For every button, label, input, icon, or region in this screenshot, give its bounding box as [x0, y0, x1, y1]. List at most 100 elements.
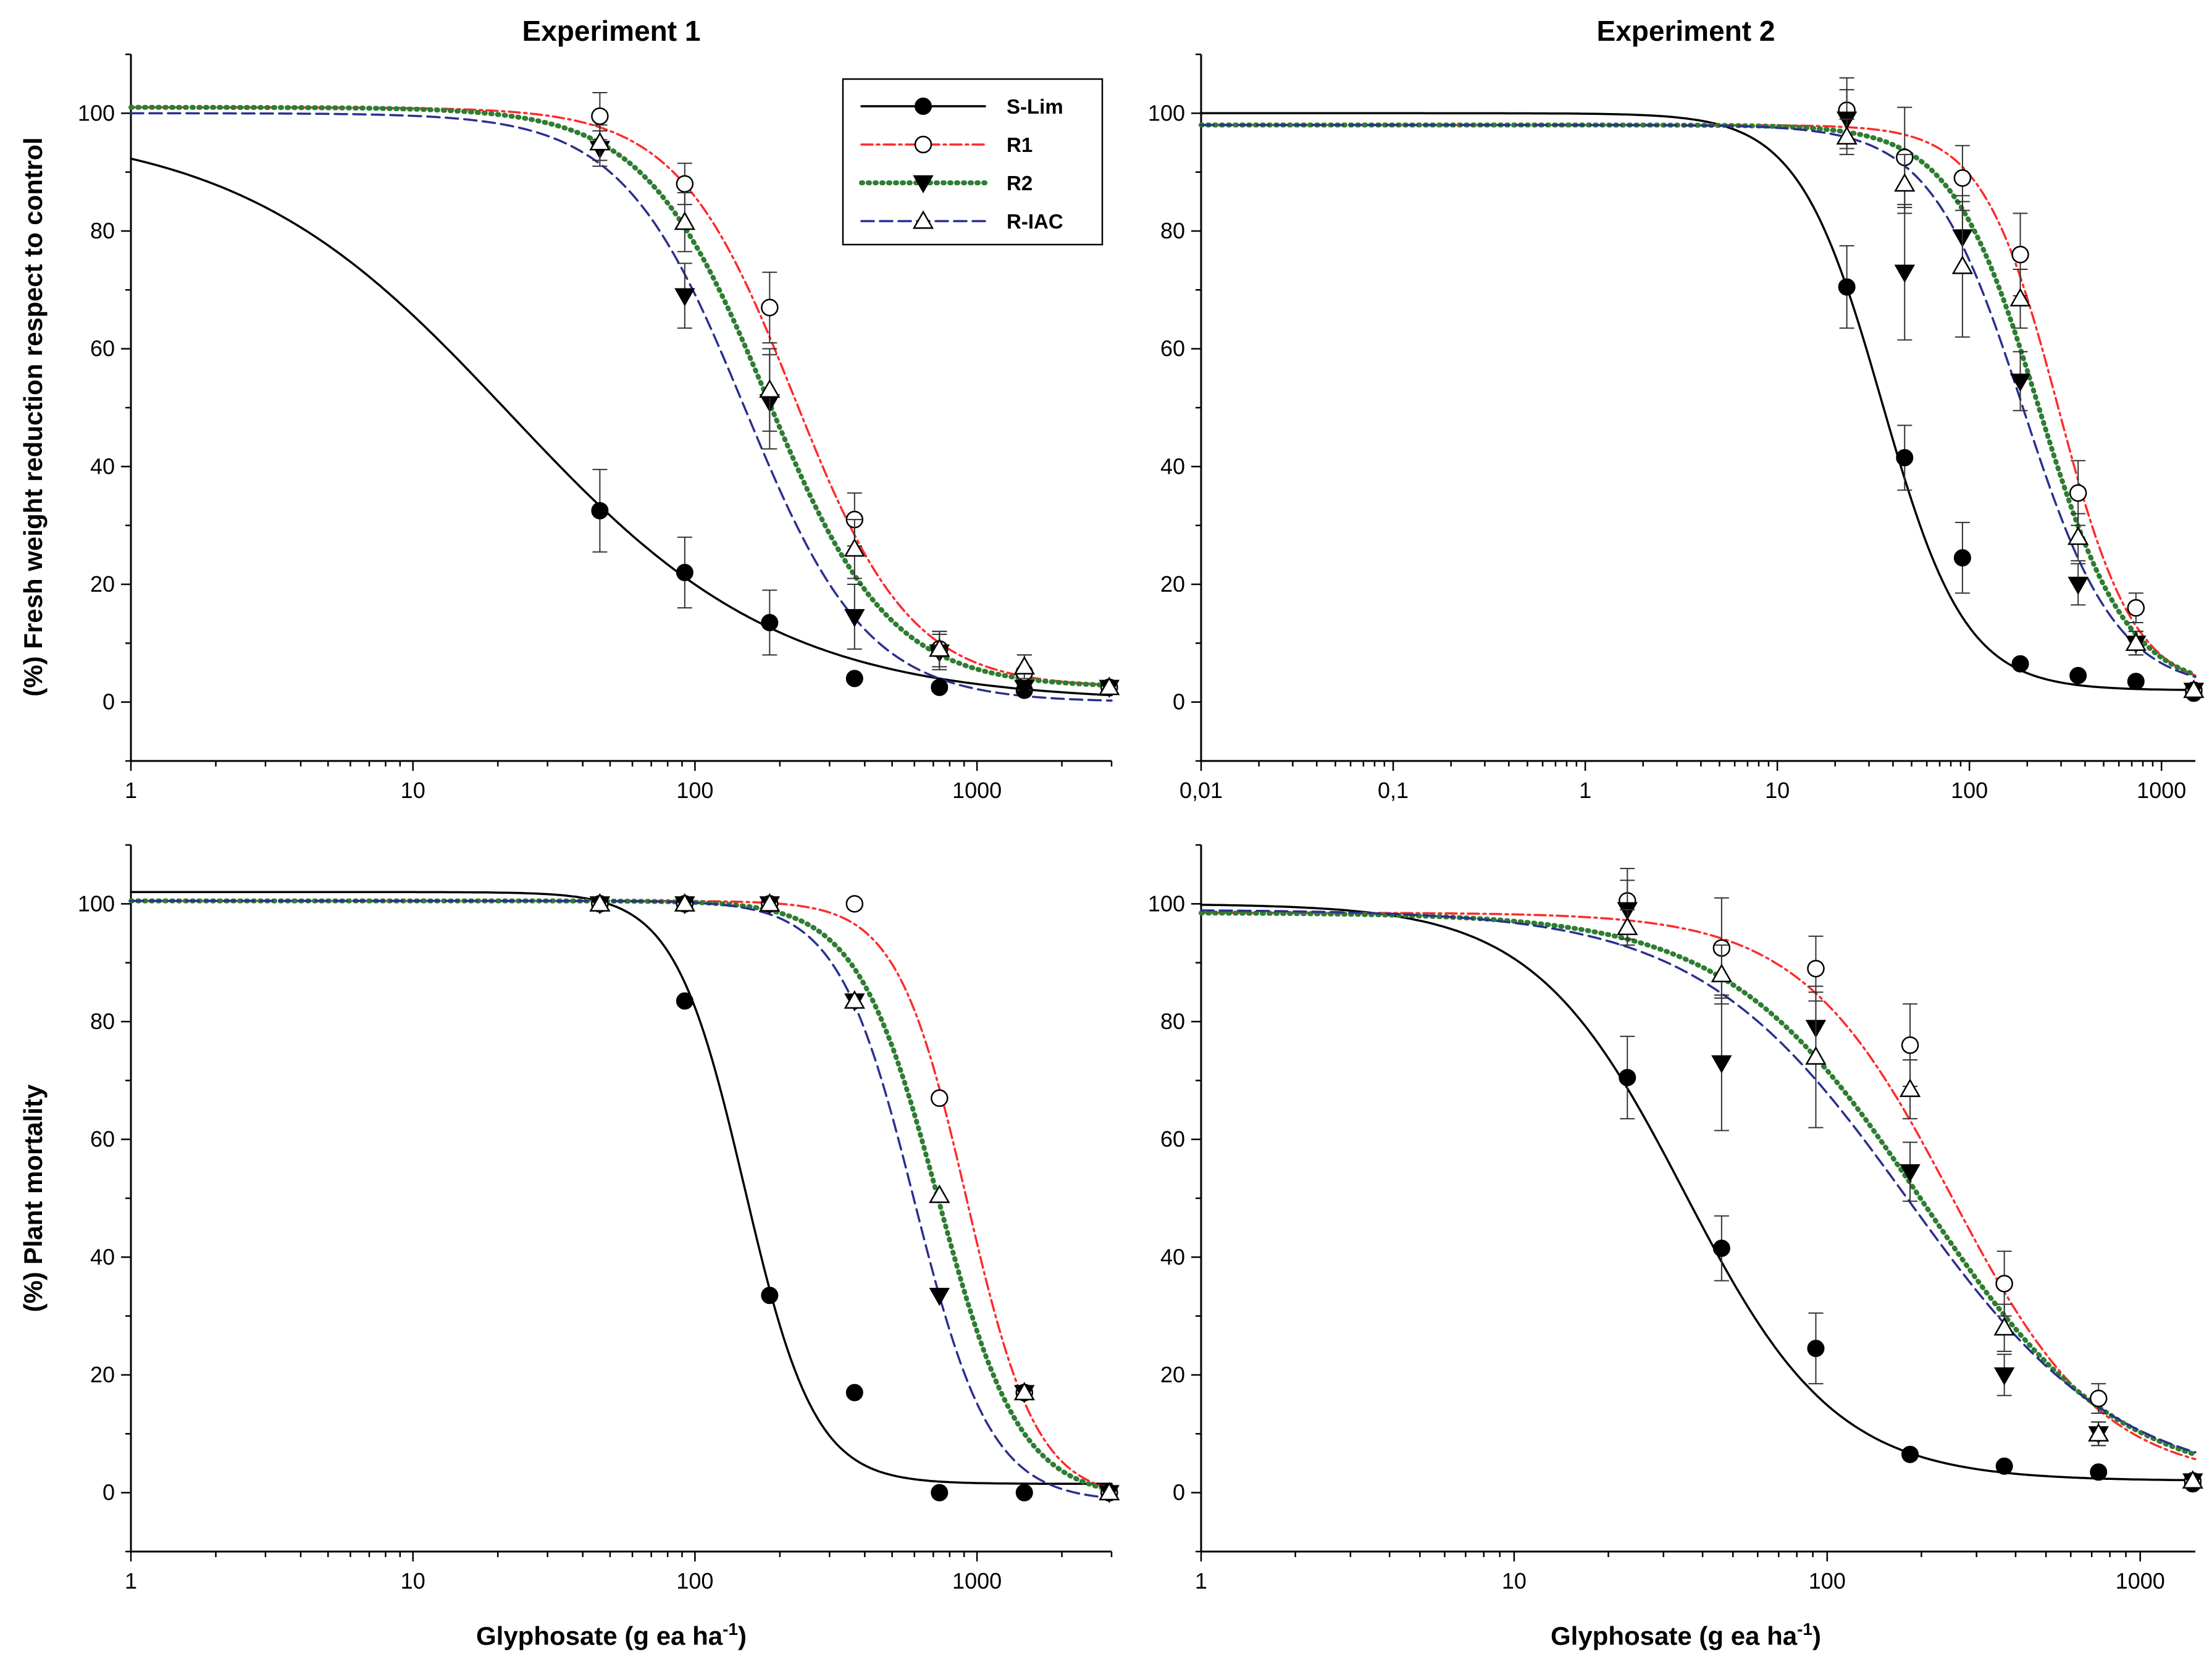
- x-axis-title-left-main: Glyphosate (g ea ha: [476, 1621, 723, 1650]
- fit-curve-r2: [128, 104, 1114, 688]
- x-tick-label: 100: [676, 1568, 713, 1594]
- y-tick-label: 100: [78, 891, 115, 916]
- data-point-r1: [2011, 245, 2029, 264]
- x-tick-label: 10: [1765, 778, 1790, 803]
- data-point-r1: [676, 175, 694, 193]
- data-point-s-lim: [1896, 449, 1914, 467]
- y-tick-label: 100: [78, 100, 115, 125]
- data-point-r-iac: [844, 538, 865, 557]
- data-point-r-iac: [929, 638, 950, 657]
- data-point-s-lim: [1838, 278, 1856, 296]
- data-point-s-lim: [2069, 666, 2087, 684]
- data-point-r2: [1993, 1367, 2015, 1386]
- fit-curve-r-iac: [130, 899, 1113, 1500]
- data-point-r-iac: [1894, 173, 1916, 192]
- y-tick-label: 0: [103, 689, 115, 715]
- data-point-r-iac: [1899, 1078, 1921, 1098]
- data-point-r1: [845, 895, 864, 913]
- fit-curve-r-iac: [1200, 909, 2197, 1454]
- data-point-r-iac: [2088, 1422, 2109, 1442]
- fit-curve-s-lim: [130, 891, 1113, 1485]
- y-tick-label: 20: [1160, 1362, 1185, 1387]
- data-point-s-lim: [845, 670, 863, 687]
- data-point-r-iac: [759, 379, 781, 398]
- x-tick-label: 1: [1195, 1568, 1207, 1594]
- fit-curve-r-iac: [1200, 124, 2197, 678]
- x-tick-label: 10: [401, 778, 425, 803]
- data-point-r-iac: [1993, 1317, 2015, 1336]
- data-point-s-lim: [676, 563, 693, 581]
- data-point-r1: [1995, 1274, 2013, 1293]
- data-point-r-iac: [1711, 964, 1733, 983]
- data-point-r-iac: [1836, 125, 1858, 145]
- y-tick-label: 20: [90, 1362, 115, 1387]
- data-point-r-iac: [2067, 526, 2089, 545]
- x-tick-label: 1: [125, 1568, 137, 1594]
- data-point-s-lim: [931, 678, 949, 696]
- legend-marker-r2: [913, 175, 934, 194]
- fit-curve-r2: [1199, 910, 2198, 1457]
- x-tick-label: 100: [676, 778, 713, 803]
- y-tick-label: 40: [90, 1244, 115, 1269]
- data-point-r-iac: [1013, 1382, 1035, 1401]
- y-tick-label: 40: [1160, 453, 1185, 479]
- x-tick-label: 1000: [2137, 778, 2186, 803]
- data-point-s-lim: [845, 1384, 863, 1401]
- y-tick-label: 40: [1160, 1244, 1185, 1269]
- x-tick-label: 1000: [2116, 1568, 2165, 1594]
- y-tick-label: 60: [90, 1127, 115, 1152]
- data-point-r2: [1711, 1055, 1732, 1073]
- data-point-s-lim: [1712, 1240, 1730, 1258]
- data-point-r-iac: [589, 893, 611, 912]
- y-tick-label: 60: [1160, 336, 1185, 361]
- data-point-r2: [929, 1288, 950, 1306]
- legend-box: [842, 78, 1104, 246]
- data-point-r-iac: [2125, 632, 2147, 651]
- y-tick-label: 80: [90, 1009, 115, 1034]
- y-tick-label: 80: [1160, 1009, 1185, 1034]
- x-tick-label: 10: [1502, 1568, 1527, 1594]
- panel-experiment-2-fresh-weight: 0 20 40 60 80 100 0,01 0,1 1 10 100 1000: [1148, 53, 2205, 803]
- data-point-r2: [2067, 576, 2088, 595]
- fit-curve-s-lim: [130, 158, 1113, 697]
- data-point-s-lim: [676, 992, 693, 1010]
- y-tick-label: 100: [1148, 100, 1185, 125]
- y-tick-label: 20: [90, 571, 115, 597]
- data-point-r1: [1901, 1036, 1919, 1054]
- data-point-r-iac: [2183, 679, 2205, 699]
- data-point-s-lim: [1619, 1069, 1636, 1086]
- data-point-r2: [1014, 679, 1035, 698]
- x-tick-label: 0,01: [1179, 778, 1223, 803]
- data-point-r1: [2127, 599, 2145, 617]
- legend-marker-s-lim: [915, 98, 932, 115]
- data-point-s-lim: [761, 1287, 779, 1304]
- x-tick-label: 10: [401, 1568, 425, 1594]
- panel-title-experiment-2: Experiment 2: [1597, 15, 1775, 47]
- y-tick-label: 60: [90, 336, 115, 361]
- x-tick-label: 1: [1579, 778, 1591, 803]
- data-point-r-iac: [2182, 1470, 2204, 1489]
- x-axis-title-right-sup: -1: [1797, 1619, 1812, 1639]
- x-axis-title-left: Glyphosate (g ea ha-1): [476, 1619, 747, 1650]
- data-point-r-iac: [1951, 255, 1974, 274]
- legend-label-r1: R1: [1007, 133, 1033, 156]
- data-point-r-iac: [1099, 676, 1120, 695]
- legend-marker-r1: [914, 135, 932, 154]
- x-tick-label: 1000: [952, 778, 1002, 803]
- data-point-s-lim: [591, 502, 609, 519]
- data-point-s-lim: [1953, 549, 1971, 567]
- data-point-r-iac: [844, 990, 865, 1009]
- y-tick-label: 80: [1160, 218, 1185, 243]
- data-point-s-lim: [931, 1484, 949, 1502]
- data-point-r-iac: [1013, 655, 1035, 674]
- data-point-r1: [591, 107, 609, 125]
- data-point-r1: [761, 298, 779, 317]
- data-point-r1: [2069, 484, 2087, 502]
- y-tick-label: 0: [1173, 1480, 1185, 1505]
- panel-experiment-2-mortality: 0 20 40 60 80 100 1 10 100 1000: [1148, 844, 2204, 1594]
- x-tick-label: 1000: [952, 1568, 1002, 1594]
- x-axis-title-right: Glyphosate (g ea ha-1): [1551, 1619, 1821, 1650]
- data-point-r2: [2009, 373, 2031, 392]
- panel-title-experiment-1: Experiment 1: [522, 15, 701, 47]
